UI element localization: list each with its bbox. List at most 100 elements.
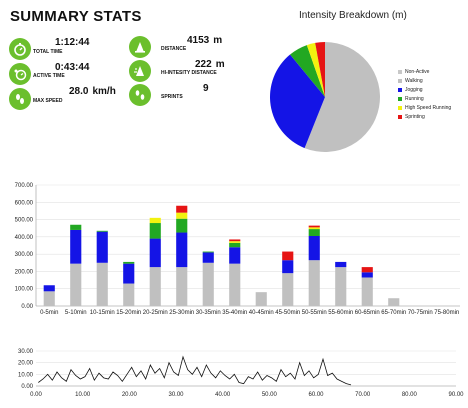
page-title: SUMMARY STATS	[10, 8, 142, 25]
bar-x-tick-label: 10-15min	[90, 310, 115, 316]
pie-chart-title: Intensity Breakdown (m)	[299, 10, 407, 21]
bar-segment-sprinting	[308, 225, 320, 228]
bar-x-tick-label: 55-60min	[328, 310, 353, 316]
bar-segment-running	[96, 230, 108, 232]
stat-value: 4153 m	[187, 35, 223, 46]
bar-segment-sprinting	[176, 205, 188, 213]
bar-x-tick-label: 15-20min	[116, 310, 141, 316]
bar-y-tick-label: 300.00	[15, 252, 34, 258]
stat-label: HI-INTESITY DISTANCE	[161, 70, 217, 76]
bar-segment-running	[176, 218, 188, 233]
bar-segment-jogging	[123, 263, 135, 284]
bar-segment-jogging	[335, 261, 347, 268]
stat-sprints: SPRINTS 9	[129, 83, 229, 108]
stopwatch-icon	[9, 38, 31, 60]
stat-value: 0:43:44	[55, 62, 90, 73]
legend-item: High Speed Running	[398, 103, 451, 112]
legend-label: Jogging	[405, 86, 423, 93]
bar-segment-jogging	[176, 232, 188, 268]
footprints-icon	[9, 88, 31, 110]
bar-segment-walking	[149, 267, 161, 306]
pie-slice-running	[290, 45, 325, 97]
pie-legend: Non-Active Walking Jogging Running High Spee…	[398, 67, 451, 121]
legend-item: Sprinting	[398, 112, 451, 121]
bar-segment-high-speed-running	[176, 212, 188, 219]
bar-segment-running	[202, 251, 214, 253]
bar-segment-walking	[43, 291, 55, 306]
bar-x-tick-label: 45-50min	[275, 310, 300, 316]
bar-segment-sprinting	[229, 239, 241, 242]
pie-slice-jogging	[270, 54, 325, 149]
bar-segment-jogging	[96, 231, 108, 263]
line-x-tick-label: 60.00	[308, 392, 324, 398]
stat-hi-intensity-distance: HI-INTESITY DISTANCE 222 m	[129, 59, 229, 84]
bar-x-tick-label: 0-5min	[40, 310, 58, 316]
stat-active-time: ACTIVE TIME 0:43:44	[9, 62, 129, 87]
bar-segment-walking	[229, 263, 241, 306]
legend-item: Non-Active	[398, 67, 451, 76]
bar-y-tick-label: 700.00	[15, 183, 34, 189]
bar-x-tick-label: 70-75min	[408, 310, 433, 316]
bar-segment-jogging	[43, 285, 55, 292]
bar-segment-walking	[388, 298, 400, 306]
legend-swatch	[398, 69, 402, 74]
pie-slice-sprinting	[315, 42, 325, 97]
stat-value: 9	[203, 83, 209, 94]
stat-max-speed: MAX SPEED 28.0 km/h	[9, 86, 129, 112]
bar-segment-walking	[176, 267, 188, 306]
legend-item: Jogging	[398, 85, 451, 94]
bar-x-tick-label: 60-65min	[355, 310, 380, 316]
line-y-tick-label: 30.00	[18, 349, 34, 355]
bar-segment-sprinting	[282, 251, 294, 261]
stat-value: 1:12:44	[55, 37, 90, 48]
line-x-tick-label: 70.00	[355, 392, 371, 398]
legend-swatch	[398, 78, 402, 83]
running-stopwatch-icon	[9, 63, 31, 85]
line-y-tick-label: 0.00	[21, 384, 33, 390]
bar-x-tick-label: 40-45min	[249, 310, 274, 316]
legend-item: Running	[398, 94, 451, 103]
line-x-tick-label: 50.00	[262, 392, 278, 398]
bar-y-tick-label: 600.00	[15, 200, 34, 206]
line-y-tick-label: 10.00	[18, 372, 34, 378]
legend-swatch	[398, 87, 402, 92]
bar-segment-jogging	[282, 260, 294, 274]
bar-segment-jogging	[361, 272, 373, 278]
bar-segment-running	[149, 223, 161, 239]
stat-label: SPRINTS	[161, 94, 183, 100]
legend-label: Sprinting	[405, 113, 425, 120]
intensity-pie-chart	[270, 42, 380, 152]
bar-segment-jogging	[149, 238, 161, 268]
pie-slice-walking	[304, 42, 380, 152]
bar-segment-jogging	[202, 252, 214, 263]
bar-segment-walking	[96, 262, 108, 306]
line-y-tick-label: 20.00	[18, 361, 34, 367]
legend-label: High Speed Running	[405, 104, 452, 111]
legend-label: Walking	[405, 77, 423, 84]
speed-timeline-chart: 0.00 10.00 20.00 30.00 0.00 10.00 20.00 30.00 40…	[18, 349, 464, 398]
line-x-tick-label: 20.00	[122, 392, 138, 398]
legend-label: Running	[405, 95, 424, 102]
bar-segment-walking	[308, 260, 320, 306]
bar-segment-walking	[255, 292, 267, 306]
legend-swatch	[398, 114, 402, 119]
bar-segment-running	[308, 229, 320, 236]
bar-segment-jogging	[70, 229, 82, 264]
line-x-tick-label: 0.00	[30, 392, 42, 398]
stat-label: DISTANCE	[161, 46, 187, 52]
line-x-tick-label: 80.00	[402, 392, 418, 398]
stat-label: MAX SPEED	[33, 98, 63, 104]
stat-total-time: TOTAL TIME 1:12:44	[9, 37, 129, 62]
sprint-footprints-icon	[129, 84, 151, 106]
line-x-tick-label: 40.00	[215, 392, 231, 398]
bar-segment-running	[229, 242, 241, 248]
distance-cone-icon	[129, 36, 151, 58]
bar-y-tick-label: 200.00	[15, 269, 34, 275]
bar-segment-running	[123, 261, 135, 264]
stat-label: TOTAL TIME	[33, 49, 63, 55]
line-x-tick-label: 10.00	[75, 392, 91, 398]
bar-x-tick-label: 25-30min	[169, 310, 194, 316]
bar-x-tick-label: 50-55min	[302, 310, 327, 316]
intensity-bar-chart: 0.00 100.00 200.00 300.00 400.00 500.00 600.00…	[15, 183, 460, 316]
bar-segment-walking	[361, 277, 373, 306]
